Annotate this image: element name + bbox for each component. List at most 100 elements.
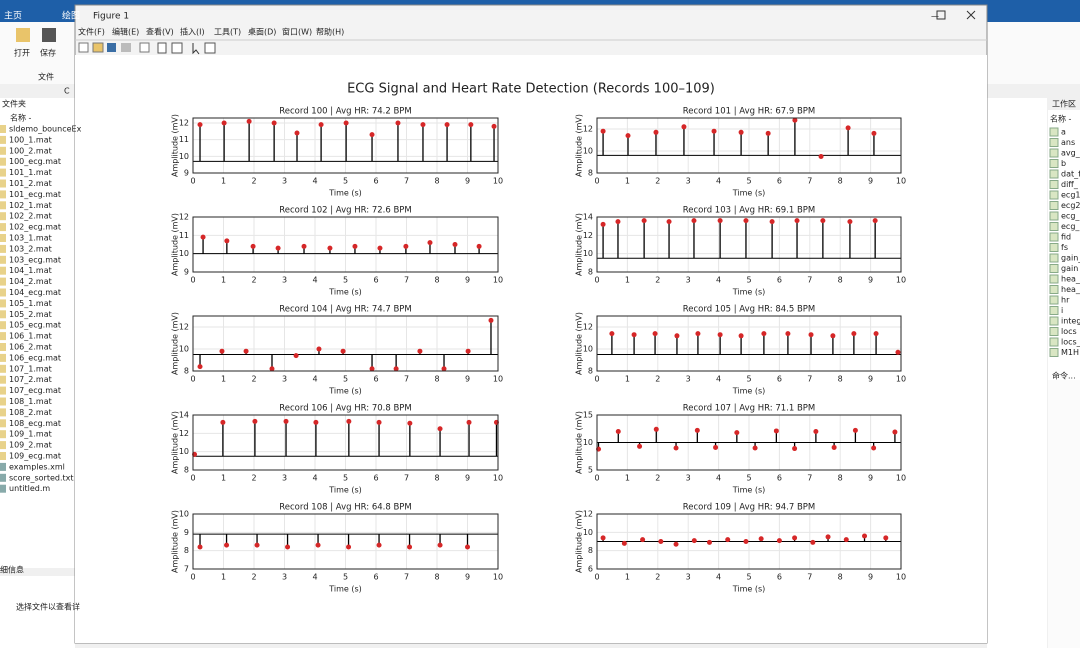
variable[interactable]: ecg_ — [1061, 212, 1080, 221]
file-item[interactable]: sldemo_bounceEx — [9, 125, 82, 134]
variable[interactable]: dat_f — [1061, 170, 1080, 179]
variable[interactable]: ecg1 — [1061, 191, 1080, 200]
variable[interactable]: locs — [1061, 327, 1077, 336]
variable[interactable]: b — [1061, 159, 1066, 168]
ribbon-tab[interactable]: 主页 — [4, 10, 22, 22]
menu-item[interactable]: 查看(V) — [146, 27, 174, 37]
file-item[interactable]: 104_2.mat — [9, 277, 52, 286]
variable[interactable]: hr — [1061, 296, 1070, 305]
tool-link[interactable] — [139, 42, 150, 53]
y-tick-label: 7 — [184, 565, 189, 574]
variable[interactable]: fs — [1061, 243, 1068, 252]
file-item[interactable]: 109_ecg.mat — [9, 452, 61, 461]
file-item[interactable]: 100_ecg.mat — [9, 157, 61, 166]
file-item[interactable]: 100_1.mat — [9, 135, 52, 144]
x-tick-label: 2 — [251, 276, 256, 285]
file-item[interactable]: 105_2.mat — [9, 310, 52, 319]
minimize-button[interactable]: — — [931, 12, 939, 21]
file-item[interactable]: 106_ecg.mat — [9, 353, 61, 362]
r-peak — [224, 542, 230, 548]
tool-open[interactable] — [92, 42, 104, 53]
tool-icon[interactable] — [42, 28, 56, 42]
tool-label[interactable]: 保存 — [40, 48, 56, 58]
tool-label[interactable]: 打开 — [14, 48, 30, 58]
y-label: Amplitude (mV) — [575, 411, 584, 474]
file-item[interactable]: 107_1.mat — [9, 364, 52, 373]
file-item[interactable]: 104_ecg.mat — [9, 288, 61, 297]
file-item[interactable]: 101_2.mat — [9, 179, 52, 188]
variable[interactable]: fid — [1061, 233, 1071, 242]
x-tick-label: 7 — [807, 474, 812, 483]
file-item[interactable]: 107_ecg.mat — [9, 386, 61, 395]
variable[interactable]: integ — [1061, 317, 1080, 326]
file-item[interactable]: 106_2.mat — [9, 343, 52, 352]
maximize-button[interactable] — [936, 10, 946, 20]
file-item[interactable]: examples.xml — [9, 462, 65, 471]
tool-print[interactable] — [121, 43, 131, 52]
r-peak — [691, 538, 697, 544]
tool-save[interactable] — [107, 43, 116, 52]
x-label: Time (s) — [328, 189, 362, 198]
file-item[interactable]: untitled.m — [9, 484, 50, 493]
x-tick-label: 3 — [282, 474, 287, 483]
file-item[interactable]: 108_1.mat — [9, 397, 52, 406]
x-tick-label: 0 — [190, 573, 195, 582]
r-peak — [491, 123, 497, 129]
menu-item[interactable]: 帮助(H) — [316, 27, 344, 37]
menu-item[interactable]: 编辑(E) — [112, 27, 139, 37]
variable[interactable]: M1H — [1061, 348, 1079, 357]
variable[interactable]: ecg2 — [1061, 201, 1080, 210]
y-tick-label: 9 — [184, 528, 189, 537]
file-item[interactable]: 106_1.mat — [9, 332, 52, 341]
file-item[interactable]: score_sorted.txt — [9, 473, 74, 482]
variable[interactable]: avg_h — [1061, 149, 1080, 158]
variable[interactable]: ecg_ — [1061, 222, 1080, 231]
tool-icon[interactable] — [16, 28, 30, 42]
file-item[interactable]: 105_1.mat — [9, 299, 52, 308]
file-item[interactable]: 109_2.mat — [9, 441, 52, 450]
ribbon-tab[interactable]: 绘图 — [62, 10, 80, 22]
menu-item[interactable]: 窗口(W) — [282, 27, 312, 37]
var-icon — [1049, 306, 1059, 315]
x-tick-label: 2 — [251, 177, 256, 186]
variable[interactable]: gain — [1061, 264, 1078, 273]
variable[interactable]: a — [1061, 128, 1066, 137]
x-tick-label: 5 — [343, 177, 348, 186]
variable[interactable]: diff_ — [1061, 180, 1079, 189]
r-peak — [465, 348, 471, 354]
file-item[interactable]: 109_1.mat — [9, 430, 52, 439]
file-item[interactable]: 102_1.mat — [9, 201, 52, 210]
file-item[interactable]: 105_ecg.mat — [9, 321, 61, 330]
tool-plot[interactable] — [171, 42, 183, 54]
variable[interactable]: gain_ — [1061, 254, 1080, 263]
file-item[interactable]: 108_ecg.mat — [9, 419, 61, 428]
file-item[interactable]: 103_2.mat — [9, 244, 52, 253]
variable[interactable]: ans — [1061, 138, 1075, 147]
variable[interactable]: hea_l — [1061, 285, 1080, 294]
menu-item[interactable]: 桌面(D) — [248, 27, 276, 37]
tool-pointer[interactable] — [192, 43, 200, 55]
variable[interactable]: locs_ — [1061, 338, 1080, 347]
menu-item[interactable]: 工具(T) — [214, 28, 241, 37]
file-item[interactable]: 103_ecg.mat — [9, 255, 61, 264]
file-item[interactable]: 102_ecg.mat — [9, 223, 61, 232]
file-item[interactable]: 104_1.mat — [9, 266, 52, 275]
variable[interactable]: i — [1061, 306, 1063, 315]
x-label: Time (s) — [732, 585, 766, 594]
file-item[interactable]: 108_2.mat — [9, 408, 52, 417]
menu-item[interactable]: 文件(F) — [78, 27, 105, 37]
file-item[interactable]: 107_2.mat — [9, 375, 52, 384]
tool-dock[interactable] — [157, 42, 167, 54]
x-tick-label: 7 — [807, 177, 812, 186]
variable[interactable]: hea_f — [1061, 275, 1080, 284]
file-item[interactable]: 101_ecg.mat — [9, 190, 61, 199]
file-item[interactable]: 103_1.mat — [9, 234, 52, 243]
file-item[interactable]: 102_2.mat — [9, 212, 52, 221]
r-peak — [407, 544, 413, 550]
file-item[interactable]: 100_2.mat — [9, 146, 52, 155]
close-button[interactable] — [966, 10, 976, 20]
tool-inspector[interactable] — [204, 42, 216, 54]
file-item[interactable]: 101_1.mat — [9, 168, 52, 177]
tool-new[interactable] — [78, 42, 89, 53]
menu-item[interactable]: 插入(I) — [180, 27, 205, 37]
